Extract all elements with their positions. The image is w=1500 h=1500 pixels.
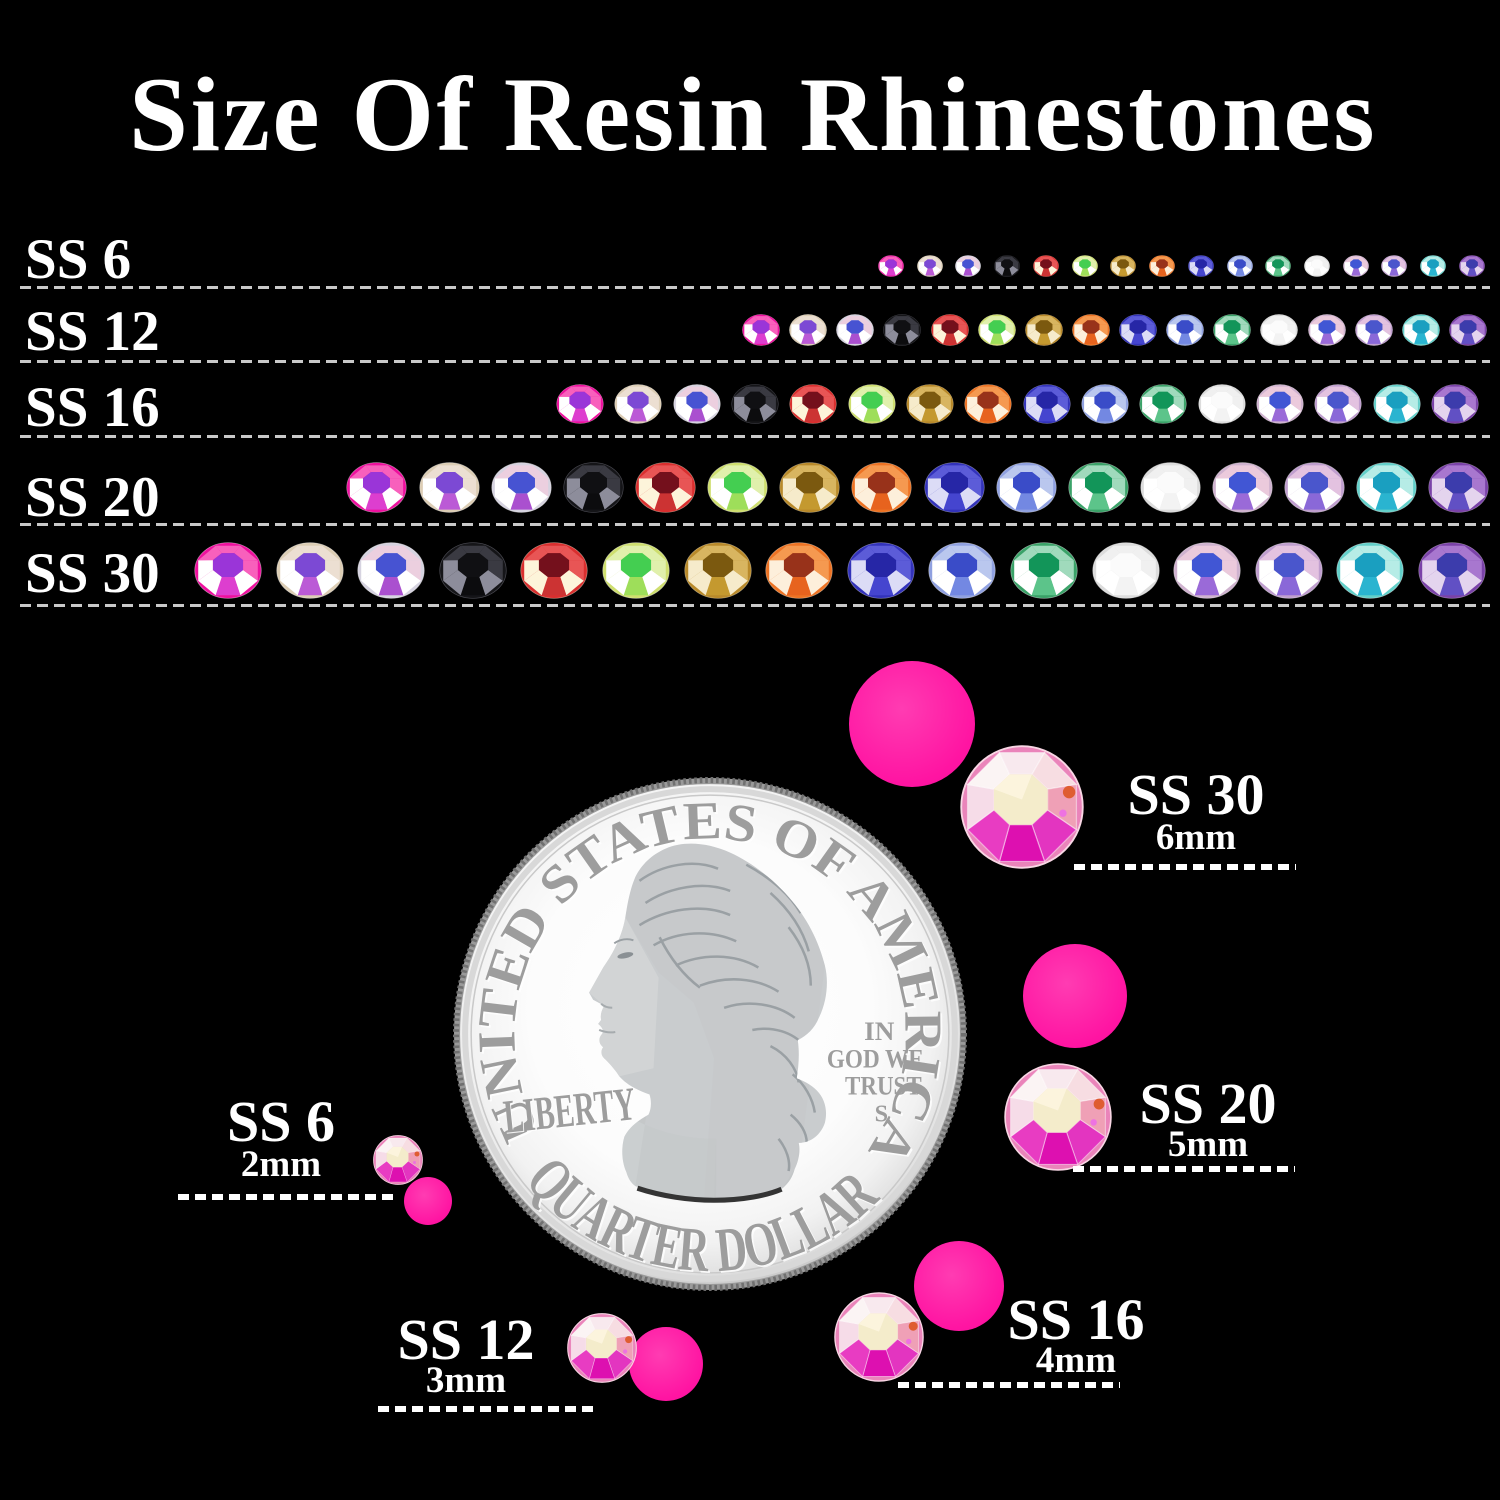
svg-text:TRUST: TRUST <box>845 1071 922 1100</box>
svg-text:GOD WE: GOD WE <box>827 1044 924 1073</box>
svg-text:S: S <box>875 1101 888 1128</box>
svg-text:IN: IN <box>864 1017 894 1046</box>
